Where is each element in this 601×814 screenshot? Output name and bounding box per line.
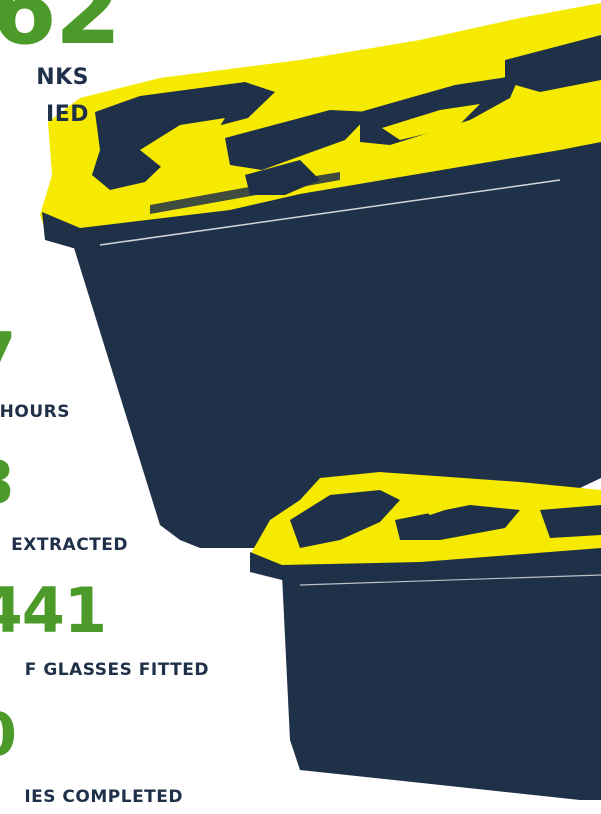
glasses-stat-number: 441 xyxy=(0,574,107,647)
hours-stat-number: 7 xyxy=(0,325,16,385)
extracted-stat-number: 8 xyxy=(0,453,14,513)
surgeries-stat-number: 0 xyxy=(0,705,17,765)
surgeries-stat-label: IES COMPLETED xyxy=(24,787,183,807)
crate-small-icon xyxy=(250,472,601,800)
extracted-stat-label: EXTRACTED xyxy=(11,535,128,555)
hours-stat-label: HOURS xyxy=(0,402,70,422)
hero-stat-label-line1: NKS xyxy=(36,65,89,90)
glasses-stat-label: F GLASSES FITTED xyxy=(24,660,209,680)
hero-stat-number: 62 xyxy=(0,0,122,66)
crate-large-icon xyxy=(40,3,601,548)
hero-stat-label-line2: IED xyxy=(46,102,89,127)
